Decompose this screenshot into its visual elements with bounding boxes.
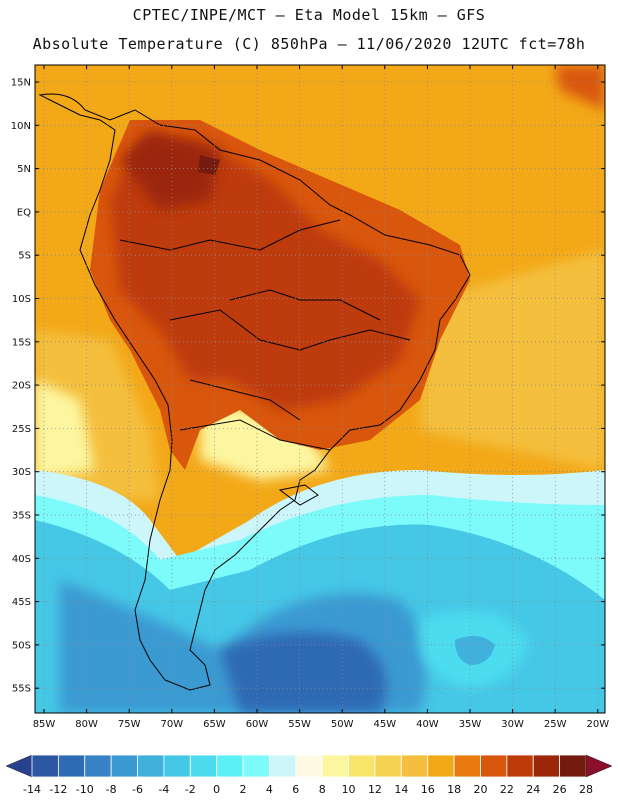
colorbar-swatch [110, 754, 138, 778]
colorbar-tick-label: -6 [132, 783, 143, 796]
colorbar-under-arrow [5, 754, 33, 778]
colorbar-tick-label: 26 [553, 783, 567, 796]
latitude-labels: 15N 10N 5N EQ 5S 10S 15S 20S 25S 30S 35S 40S 45S 50S 5… [11, 78, 605, 695]
field-ne-warm [555, 65, 605, 110]
colorbar-swatch [374, 754, 402, 778]
lon-label: 60W [246, 719, 269, 730]
colorbar-swatch [348, 754, 376, 778]
chart-subtitle: Absolute Temperature (C) 850hPa – 11/06/… [32, 35, 586, 53]
chart-title: CPTEC/INPE/MCT – Eta Model 15km – GFS [132, 6, 486, 24]
colorbar-swatch [295, 754, 323, 778]
field-land-hot [110, 140, 420, 410]
coastline [38, 93, 471, 691]
colorbar-swatch [453, 754, 481, 778]
colorbar-tick-label: 16 [421, 783, 435, 796]
field-yellow-east [420, 250, 605, 470]
lon-label: 45W [373, 719, 396, 730]
lon-label: 75W [118, 719, 141, 730]
colorbar-swatch [137, 754, 165, 778]
colorbar-tick-label: -12 [49, 783, 67, 796]
graticule [35, 65, 605, 713]
lat-label: 25S [12, 424, 31, 435]
lat-label: 50S [12, 640, 31, 651]
colorbar-over-arrow [585, 754, 613, 778]
field-paleyellow-west [35, 380, 95, 480]
colorbar-tick-label: 2 [240, 783, 247, 796]
colorbar-swatch [163, 754, 191, 778]
lon-label: 25W [544, 719, 567, 730]
lon-label: 55W [288, 719, 311, 730]
colorbar-tick-label: 4 [266, 783, 273, 796]
lat-label: 55S [12, 684, 31, 695]
longitude-labels: 85W 80W 75W 70W 65W 60W 55W 50W 45W 40W 35W 30W 25W 2… [33, 65, 609, 730]
lat-label: 40S [12, 554, 31, 565]
colorbar-tick-label: 10 [342, 783, 356, 796]
plot-frame [34, 64, 606, 714]
colorbar-tick-label: 20 [473, 783, 487, 796]
colorbar-tick-label: 8 [319, 783, 326, 796]
lon-label: 70W [160, 719, 183, 730]
colorbar-swatch [506, 754, 534, 778]
colorbar-swatch [57, 754, 86, 778]
field-deep-blue [220, 632, 387, 713]
colorbar-tick-label: 24 [526, 783, 540, 796]
lat-label: 15S [12, 337, 31, 348]
colorbar-swatch [189, 754, 218, 778]
lon-label: 85W [33, 719, 56, 730]
colorbar-swatch [269, 754, 297, 778]
colorbar-tick-label: 6 [292, 783, 299, 796]
colorbar-swatch [480, 754, 508, 778]
colorbar-tick-label: -14 [23, 783, 41, 796]
colorbar-tick-label: 22 [500, 783, 514, 796]
colorbar-swatch [31, 754, 59, 778]
lat-label: 20S [12, 381, 31, 392]
lon-label: 35W [459, 719, 482, 730]
lat-label: 10S [12, 294, 31, 305]
colorbar-swatch [242, 754, 270, 778]
colorbar-swatch [532, 754, 561, 778]
lon-label: 20W [586, 719, 609, 730]
lat-label: 30S [12, 467, 31, 478]
lat-label: 35S [12, 511, 31, 522]
colorbar-swatch [400, 754, 429, 778]
colorbar-tick-label: 18 [447, 783, 461, 796]
colorbar-swatch [84, 754, 112, 778]
colorbar-tick-label: -8 [106, 783, 117, 796]
colorbar-tick-label: 28 [579, 783, 593, 796]
field-cyclone-core [455, 636, 495, 665]
colorbar-tick-label: -4 [158, 783, 169, 796]
colorbar-swatch [216, 754, 244, 778]
lon-label: 30W [501, 719, 524, 730]
field-land-hotter [120, 130, 220, 210]
lat-label: EQ [17, 207, 31, 218]
lat-label: 5S [18, 251, 31, 262]
lon-label: 65W [203, 719, 226, 730]
lon-label: 50W [331, 719, 354, 730]
lat-label: 45S [12, 597, 31, 608]
colorbar-swatch [559, 754, 587, 778]
lon-label: 80W [75, 719, 98, 730]
lat-label: 15N [11, 78, 31, 89]
lon-label: 40W [416, 719, 439, 730]
colorbar-tick-label: 0 [213, 783, 220, 796]
lat-label: 5N [17, 164, 31, 175]
lat-label: 10N [11, 121, 31, 132]
colorbar-tick-label: 14 [394, 783, 408, 796]
temperature-field [35, 65, 605, 713]
colorbar-tick-label: -10 [76, 783, 94, 796]
colorbar-swatch [427, 754, 455, 778]
colorbar: -14 -12 -10 -8 -6 -4 -2 0 2 4 6 8 10 12 14 16 18 20 22 24 26… [5, 754, 613, 796]
colorbar-swatch [321, 754, 349, 778]
colorbar-tick-label: -2 [185, 783, 196, 796]
colorbar-tick-label: 12 [368, 783, 382, 796]
